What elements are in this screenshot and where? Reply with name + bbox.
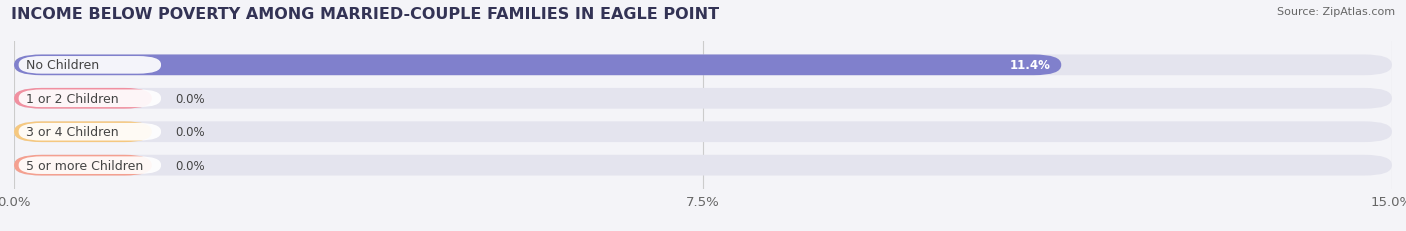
- FancyBboxPatch shape: [14, 55, 1062, 76]
- FancyBboxPatch shape: [18, 90, 162, 108]
- FancyBboxPatch shape: [18, 123, 162, 141]
- Text: 5 or more Children: 5 or more Children: [25, 159, 143, 172]
- Text: Source: ZipAtlas.com: Source: ZipAtlas.com: [1277, 7, 1395, 17]
- FancyBboxPatch shape: [18, 57, 162, 74]
- Text: 3 or 4 Children: 3 or 4 Children: [25, 126, 118, 139]
- Text: 0.0%: 0.0%: [174, 126, 204, 139]
- FancyBboxPatch shape: [14, 88, 1392, 109]
- FancyBboxPatch shape: [18, 157, 162, 174]
- Text: 1 or 2 Children: 1 or 2 Children: [25, 92, 118, 105]
- FancyBboxPatch shape: [14, 155, 152, 176]
- Text: 0.0%: 0.0%: [174, 92, 204, 105]
- Text: No Children: No Children: [25, 59, 100, 72]
- FancyBboxPatch shape: [14, 55, 1392, 76]
- FancyBboxPatch shape: [14, 155, 1392, 176]
- Text: INCOME BELOW POVERTY AMONG MARRIED-COUPLE FAMILIES IN EAGLE POINT: INCOME BELOW POVERTY AMONG MARRIED-COUPL…: [11, 7, 720, 22]
- FancyBboxPatch shape: [14, 88, 152, 109]
- FancyBboxPatch shape: [14, 122, 152, 143]
- FancyBboxPatch shape: [14, 122, 1392, 143]
- Text: 0.0%: 0.0%: [174, 159, 204, 172]
- Text: 11.4%: 11.4%: [1010, 59, 1050, 72]
